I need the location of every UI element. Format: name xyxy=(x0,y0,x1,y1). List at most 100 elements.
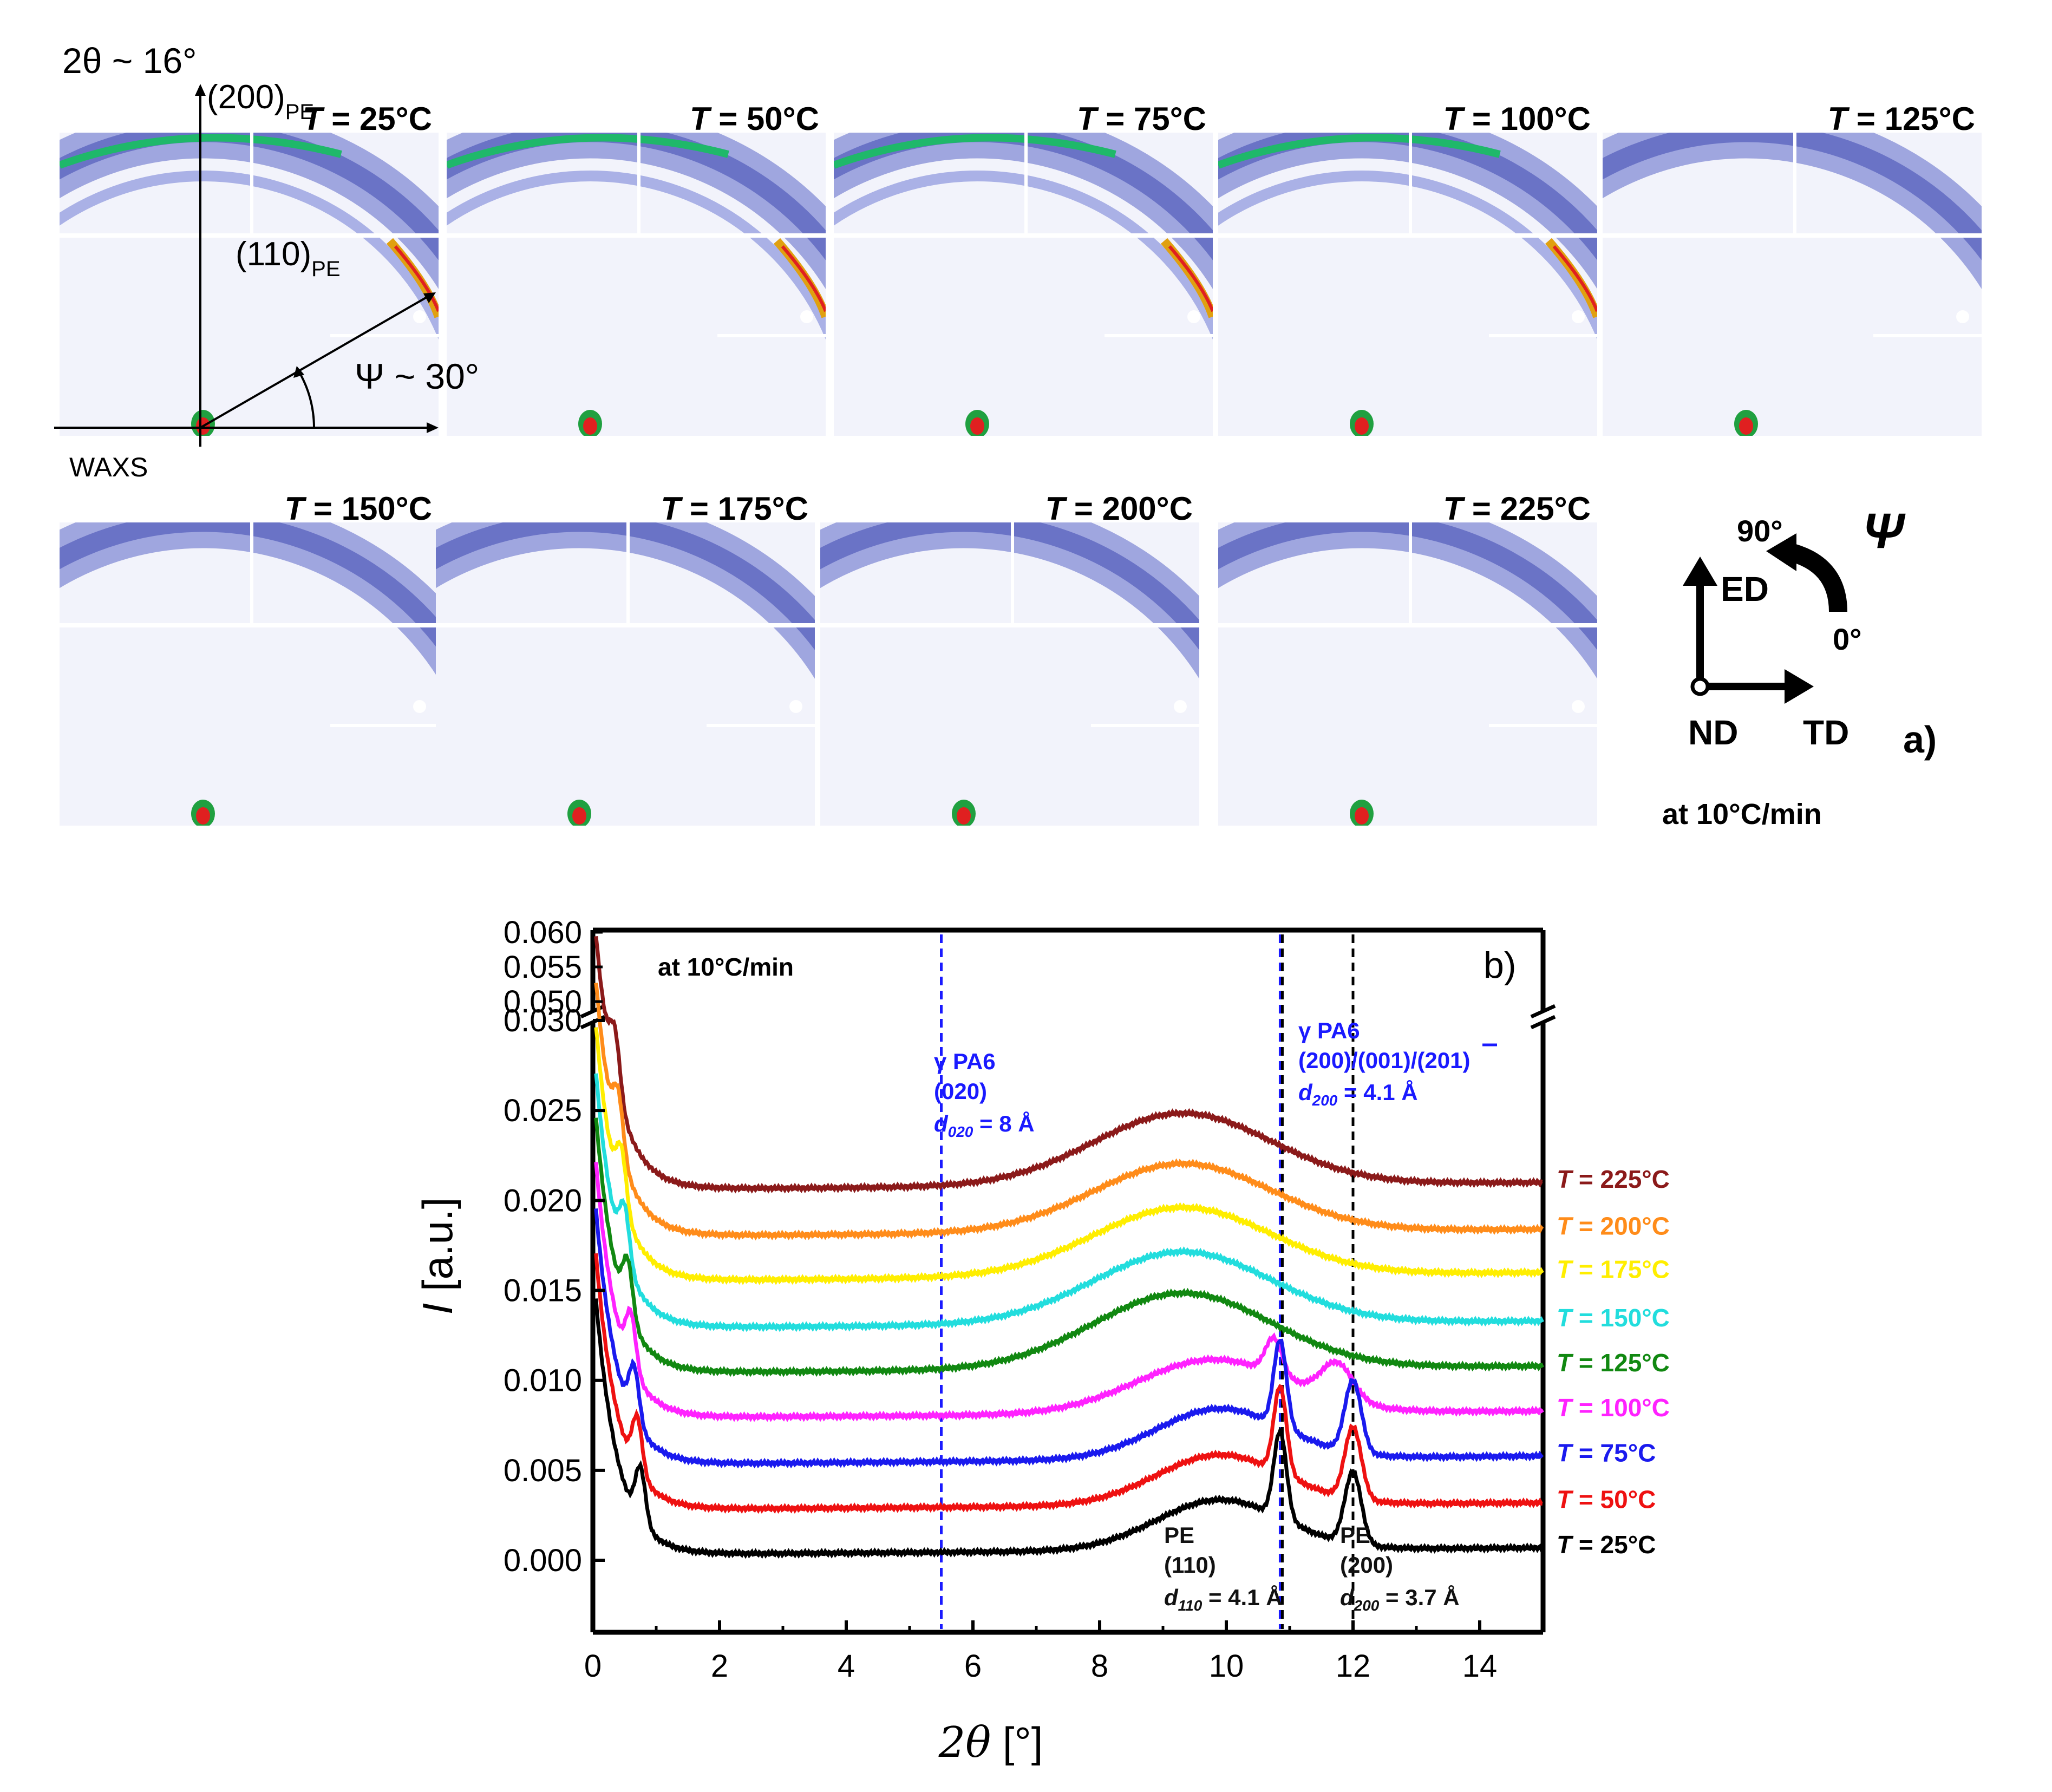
legend-value: = 225°C xyxy=(1579,1165,1670,1193)
temperature-value: = 50°C xyxy=(718,101,819,137)
temperature-label: T = 25°C xyxy=(303,101,432,137)
waxs-image xyxy=(834,133,1213,436)
y-axis-title: I [a.u.] xyxy=(414,1198,461,1315)
waxs-image xyxy=(60,522,439,826)
temperature-var: T xyxy=(1828,101,1857,137)
waxs-pattern: T = 175°C xyxy=(436,490,815,826)
waxs-pattern: T = 75°C xyxy=(834,101,1213,436)
temperature-value: = 25°C xyxy=(331,101,432,137)
x-tick-label: 8 xyxy=(1091,1649,1108,1684)
inner-ring xyxy=(60,171,439,340)
reflection-110-label: (110)PE xyxy=(236,236,341,281)
temperature-label: T = 200°C xyxy=(1045,490,1193,527)
temperature-var: T xyxy=(285,490,313,527)
temperature-label: T = 100°C xyxy=(1443,101,1591,137)
legend-entry: T = 50°C xyxy=(1557,1486,1656,1514)
reflection-200-label: (200)PE xyxy=(207,79,314,124)
ed-label: ED xyxy=(1721,570,1769,609)
pe-200-line1: PE xyxy=(1340,1522,1370,1548)
gamma-200-line1: γ PA6 xyxy=(1298,1018,1360,1043)
legend-entry: T = 75°C xyxy=(1557,1438,1656,1467)
beam-center-peak xyxy=(572,807,586,825)
temperature-var: T xyxy=(1045,490,1074,527)
temperature-label: T = 50°C xyxy=(690,101,819,137)
psi-direction-line xyxy=(200,294,431,429)
legend-value: = 175°C xyxy=(1579,1255,1670,1283)
chart-rate-annotation: at 10°C/min xyxy=(658,953,794,981)
waxs-pattern: T = 225°C xyxy=(1218,490,1597,826)
chart-ticks: 0 2 4 6 8 10 12 14 0.000 0.005 0.010 0.015 0.020 0.02… xyxy=(504,915,1497,1684)
pe-110-line2: (110) xyxy=(1164,1552,1216,1578)
series-line xyxy=(594,1117,1544,1377)
legend-entry: T = 200°C xyxy=(1557,1212,1670,1240)
series-line xyxy=(594,936,1543,1194)
waxs-label: WAXS xyxy=(69,452,148,482)
waxs-y-arrowhead xyxy=(195,84,206,96)
orientation-legend: ED TD ND 90° 0° Ψ a) at 10°C/min xyxy=(1662,503,1937,830)
waxs-pattern: T = 150°C xyxy=(60,490,439,826)
legend-entry: T = 25°C xyxy=(1557,1531,1656,1559)
legend-entry: T = 100°C xyxy=(1557,1394,1670,1422)
chart-legend: T = 225°CT = 200°CT = 175°CT = 150°CT = … xyxy=(1557,1165,1670,1559)
legend-var: T xyxy=(1557,1438,1579,1467)
pe-110-arc-peak xyxy=(781,245,826,312)
legend-entry: T = 150°C xyxy=(1557,1304,1670,1332)
legend-value: = 50°C xyxy=(1579,1486,1656,1514)
beam-center-peak xyxy=(1355,417,1369,435)
dead-pixel xyxy=(800,310,813,323)
y-upper-tick-label: 0.060 xyxy=(504,915,582,950)
legend-var: T xyxy=(1557,1304,1579,1332)
gamma-020-annotation: γ PA6 (020) d020 = 8 Å xyxy=(934,1049,1035,1140)
waxs-pattern: T = 200°C xyxy=(820,490,1199,826)
waxs-axes xyxy=(54,84,439,447)
legend-var: T xyxy=(1557,1165,1579,1193)
y-tick-label: 0.020 xyxy=(504,1183,582,1218)
angle-0-label: 0° xyxy=(1833,622,1862,656)
temperature-value: = 125°C xyxy=(1857,101,1975,137)
x-tick-label: 10 xyxy=(1209,1649,1244,1684)
dead-pixel xyxy=(413,310,426,323)
temperature-var: T xyxy=(661,490,690,527)
pe-200-annotation: PE (200) d200 = 3.7 Å xyxy=(1340,1522,1460,1614)
temperature-var: T xyxy=(303,101,331,137)
y-tick-label: 0.015 xyxy=(504,1273,582,1309)
inner-ring xyxy=(1218,171,1597,340)
pe-110-arc-peak xyxy=(394,245,439,312)
chart-axes xyxy=(580,927,1556,1635)
rate-text: at 10°C/min xyxy=(1662,798,1822,830)
temperature-label: T = 125°C xyxy=(1828,101,1975,137)
y-tick-label: 0.010 xyxy=(504,1363,582,1398)
waxs-image xyxy=(1603,133,1982,436)
panel-b-chart: T = 225°CT = 200°CT = 175°CT = 150°CT = … xyxy=(414,915,1670,1767)
pe-110-arc-peak xyxy=(1168,245,1213,312)
legend-value: = 125°C xyxy=(1579,1349,1670,1377)
psi-angle-arrowhead xyxy=(293,366,304,378)
psi-direction-arrowhead xyxy=(423,292,436,303)
legend-entry: T = 225°C xyxy=(1557,1165,1670,1193)
y-tick-label: 0.030 xyxy=(504,1003,582,1038)
two-theta-label: 2θ ~ 16° xyxy=(62,41,197,81)
pe-200-arc xyxy=(1218,134,1501,169)
nd-label: ND xyxy=(1688,713,1738,752)
dead-pixel xyxy=(1174,700,1187,713)
temperature-var: T xyxy=(1443,490,1472,527)
legend-entry: T = 175°C xyxy=(1557,1255,1670,1283)
legend-var: T xyxy=(1557,1531,1579,1559)
axis-break-mark xyxy=(1530,1004,1556,1019)
legend-value: = 200°C xyxy=(1579,1212,1670,1240)
beam-center-peak xyxy=(1739,417,1753,435)
x-tick-label: 14 xyxy=(1462,1649,1498,1684)
legend-var: T xyxy=(1557,1212,1579,1240)
beam-center-peak xyxy=(970,417,984,435)
waxs-x-arrowhead xyxy=(427,422,439,433)
series-line xyxy=(594,983,1544,1241)
dead-pixel xyxy=(789,700,802,713)
dead-pixel xyxy=(1572,700,1585,713)
beam-center-peak xyxy=(583,417,597,435)
psi-symbol: Ψ xyxy=(1863,503,1906,559)
pe-200-arc xyxy=(834,134,1116,169)
legend-entry: T = 125°C xyxy=(1557,1349,1670,1377)
waxs-image xyxy=(820,522,1199,826)
chart-series xyxy=(594,936,1544,1559)
pe-200-line2: (200) xyxy=(1340,1552,1393,1578)
